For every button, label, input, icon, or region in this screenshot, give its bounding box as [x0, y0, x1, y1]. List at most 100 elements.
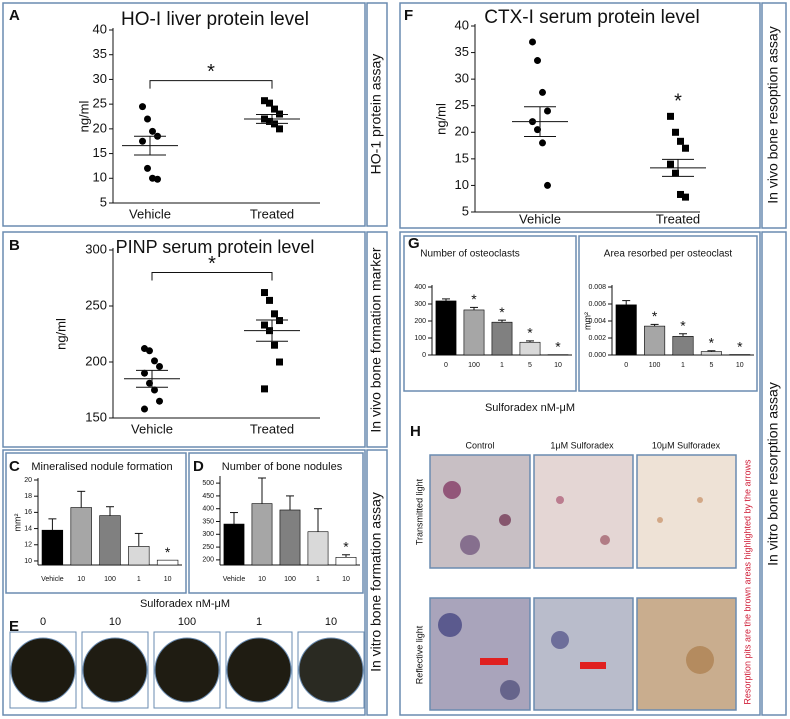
y-tick-label: 5 — [100, 194, 107, 209]
point — [529, 38, 536, 46]
y-tick-label: 5 — [462, 203, 469, 218]
bar — [223, 523, 245, 566]
y-tick-label: 35 — [455, 44, 469, 59]
photo-label: 0 — [40, 616, 46, 628]
column-label: Control — [465, 440, 494, 450]
micrographs — [429, 454, 737, 711]
bar — [335, 557, 357, 566]
point — [144, 164, 151, 172]
column-label: 1μM Sulforadex — [550, 440, 614, 450]
side-labels: HO-1 protein assay In vivo bone formatio… — [368, 26, 781, 672]
point — [672, 169, 679, 177]
bar — [644, 325, 666, 356]
bar — [307, 531, 329, 566]
y-axis-label: ng/ml — [433, 103, 448, 135]
x-tick-label: 10 — [77, 576, 85, 583]
photo-label: 10 — [109, 616, 121, 628]
y-tick-label: 12 — [24, 542, 32, 549]
shared-x-label: Sulforadex nM-μM — [485, 402, 575, 414]
y-tick-label: 450 — [202, 493, 214, 500]
side-label: In vitro bone resorption assay — [765, 382, 781, 566]
y-axis-label: mm² — [12, 514, 22, 532]
y-axis-label: ng/ml — [53, 318, 68, 350]
panel-letter: D — [193, 458, 204, 475]
chart-title: PINP serum protein level — [116, 237, 315, 257]
x-tick-label: 10 — [736, 362, 744, 369]
point — [276, 317, 283, 325]
bar — [435, 300, 457, 356]
x-tick-label: 100 — [284, 576, 296, 583]
point — [261, 289, 268, 297]
y-tick-label: 30 — [93, 71, 107, 86]
point — [672, 128, 679, 136]
y-tick-label: 15 — [93, 145, 107, 160]
column-label: 10μM Sulforadex — [652, 440, 721, 450]
y-axis-label: mm² — [582, 312, 592, 330]
x-tick-label: 5 — [528, 362, 532, 369]
side-label: In vivo bone resoption assay — [765, 26, 781, 203]
point — [677, 190, 684, 198]
x-tick-label: Treated — [656, 211, 700, 226]
x-tick-label: 10 — [258, 576, 266, 583]
point — [682, 144, 689, 152]
significance: * — [674, 91, 682, 113]
x-tick-label: 0 — [444, 362, 448, 369]
panel-letter: F — [404, 7, 413, 24]
y-tick-label: 200 — [414, 318, 426, 325]
point — [261, 321, 268, 329]
point — [539, 139, 546, 147]
y-tick-label: 0.004 — [588, 318, 606, 325]
y-tick-label: 35 — [93, 46, 107, 61]
significance: * — [207, 61, 215, 83]
bar — [519, 341, 541, 356]
chart-title: Area resorbed per osteoclast — [604, 249, 733, 260]
chart-title: Number of bone nodules — [222, 461, 343, 473]
point — [276, 125, 283, 133]
photo-label: 100 — [178, 616, 196, 628]
photo-label: 1 — [256, 616, 262, 628]
photo-label: 10 — [325, 616, 337, 628]
y-tick-label: 0.000 — [588, 352, 606, 359]
bar — [70, 507, 92, 566]
y-tick-label: 30 — [455, 71, 469, 86]
significance: * — [709, 334, 715, 350]
point — [139, 137, 146, 145]
panel-e: E 0 10 100 1 10 — [9, 616, 365, 709]
significance: * — [555, 338, 561, 354]
significance: * — [680, 317, 686, 333]
note: Resorption pits are the brown areas high… — [742, 459, 752, 705]
bar — [128, 546, 150, 566]
bar — [463, 309, 485, 356]
point — [261, 97, 268, 105]
chart-title: Mineralised nodule formation — [31, 461, 172, 473]
panel-letter: B — [9, 237, 20, 254]
x-tick-label: Vehicle — [41, 576, 64, 583]
bar — [279, 509, 301, 566]
point — [271, 341, 278, 349]
significance-bracket — [149, 80, 273, 89]
panel-letter: A — [9, 7, 20, 24]
point — [151, 386, 158, 394]
y-tick-label: 150 — [85, 409, 107, 424]
y-tick-label: 14 — [24, 525, 32, 532]
x-tick-label: 10 — [342, 576, 350, 583]
chart-title: Number of osteoclasts — [420, 249, 520, 260]
point — [539, 88, 546, 96]
chart-title: CTX-I serum protein level — [484, 7, 699, 28]
point — [276, 358, 283, 366]
point — [146, 347, 153, 355]
y-tick-label: 25 — [93, 96, 107, 111]
significance: * — [471, 291, 477, 307]
point — [534, 126, 541, 134]
bar — [156, 559, 179, 566]
significance: * — [527, 325, 533, 341]
point — [667, 112, 674, 120]
x-tick-label: 1 — [500, 362, 504, 369]
panel-letter: H — [410, 423, 421, 440]
x-tick-label: 1 — [137, 576, 141, 583]
bar — [251, 503, 273, 566]
x-tick-label: 100 — [104, 576, 116, 583]
x-tick-label: 100 — [649, 362, 661, 369]
